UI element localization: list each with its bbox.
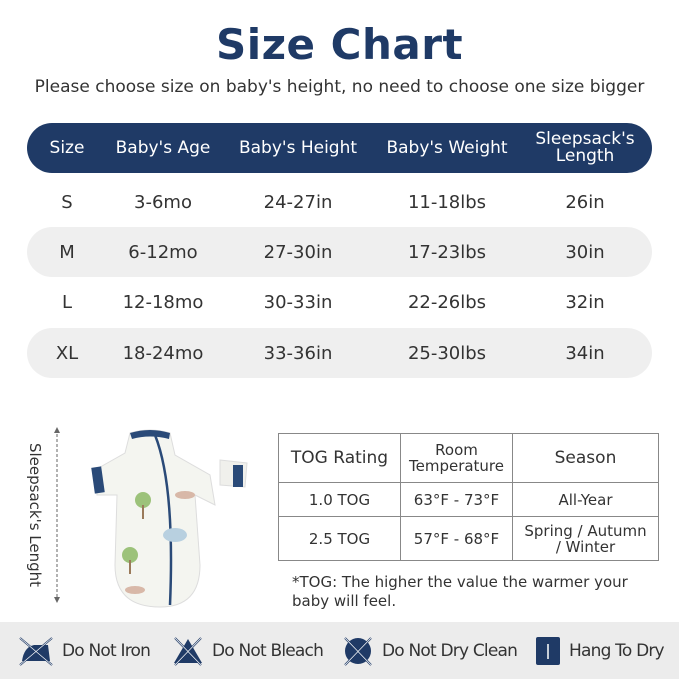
length-arrow-icon [54,427,60,603]
row-band [27,227,652,277]
sleepsack-image [91,429,248,608]
table-cell: M [59,241,75,263]
tog-table: TOG Rating Room Temperature Season 1.0 T… [278,433,659,561]
tog-cell: Spring / Autumn / Winter [512,516,659,561]
care-item: Do Not Bleach [172,622,324,679]
header-size: Size [49,137,85,158]
care-item: Hang To Dry [535,622,665,679]
table-row: L 12-18mo 30-33in 22-26lbs 32in [27,277,652,327]
table-row: XL 18-24mo 33-36in 25-30lbs 34in [27,328,652,378]
size-table-header: Size Baby's Age Baby's Height Baby's Wei… [27,123,652,173]
table-cell: 30-33in [263,291,333,313]
tog-note: *TOG: The higher the value the warmer yo… [292,573,628,610]
table-cell: S [61,191,73,213]
no-iron-icon [19,636,53,666]
table-cell: 6-12mo [128,241,198,263]
tog-header-rating: TOG Rating [278,433,401,483]
care-instructions: Do Not Iron Do Not Bleach Do Not Dry Cle… [0,622,679,679]
table-cell: XL [55,342,79,364]
care-item: Do Not Iron [18,622,151,679]
header-weight: Baby's Weight [386,137,508,158]
table-cell: 33-36in [263,342,333,364]
table-cell: 24-27in [263,191,333,213]
header-age: Baby's Age [115,137,211,158]
table-cell: 3-6mo [134,191,192,213]
tog-cell: 2.5 TOG [278,516,401,561]
table-cell: 26in [565,191,605,213]
table-cell: 30in [565,241,605,263]
table-cell: L [61,291,73,313]
row-band [27,328,652,378]
table-cell: 32in [565,291,605,313]
no-bleach-icon [174,636,202,666]
tog-header-temp: Room Temperature [400,433,513,483]
header-length: Sleepsack's Length [535,129,635,166]
length-label: Sleepsack's Lenght [26,442,44,587]
table-cell: 25-30lbs [407,342,487,364]
subtitle: Please choose size on baby's height, no … [34,77,645,97]
tog-header-season: Season [512,433,659,483]
tog-cell: 57°F - 68°F [400,516,513,561]
tog-cell: 1.0 TOG [278,482,401,517]
care-item: Do Not Dry Clean [342,622,518,679]
no-dry-clean-icon [344,636,372,666]
page-title: Size Chart [215,20,464,69]
tog-cell: All-Year [512,482,659,517]
table-cell: 22-26lbs [407,291,487,313]
table-cell: 34in [565,342,605,364]
header-height: Baby's Height [238,137,358,158]
hang-dry-icon [536,636,560,665]
table-row: M 6-12mo 27-30in 17-23lbs 30in [27,227,652,277]
table-cell: 12-18mo [122,291,204,313]
table-cell: 17-23lbs [407,241,487,263]
table-row: S 3-6mo 24-27in 11-18lbs 26in [27,177,652,227]
table-cell: 11-18lbs [407,191,487,213]
tog-cell: 63°F - 73°F [400,482,513,517]
table-cell: 18-24mo [122,342,204,364]
table-cell: 27-30in [263,241,333,263]
